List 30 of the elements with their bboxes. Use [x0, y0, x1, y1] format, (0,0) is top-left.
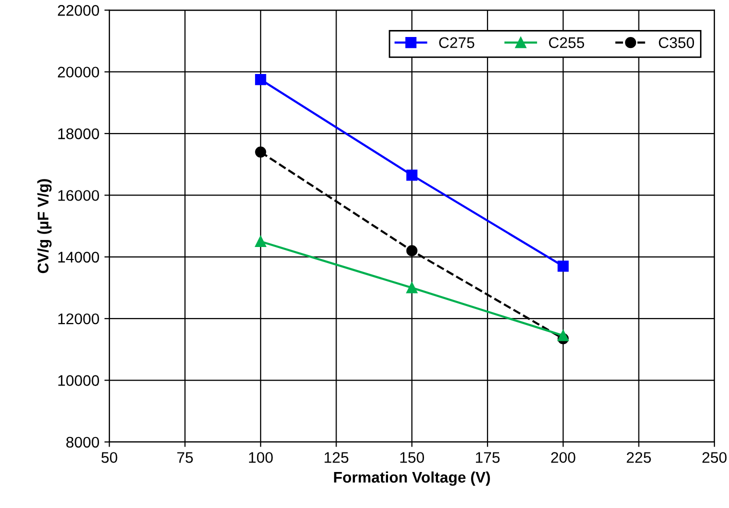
x-tick-label: 125 [324, 452, 348, 463]
x-tick-label: 150 [400, 452, 424, 463]
point [255, 74, 266, 86]
legend-label: C255 [549, 37, 584, 48]
point [558, 260, 569, 272]
x-tick-label: 50 [101, 452, 118, 463]
y-tick-label: 20000 [58, 66, 100, 78]
x-tick-label: 75 [177, 452, 193, 463]
point [406, 245, 418, 256]
point [558, 330, 569, 342]
point [406, 170, 418, 181]
x-tick-label: 200 [551, 452, 576, 463]
point [406, 282, 418, 294]
x-tick-label: 225 [626, 452, 651, 463]
y-tick-label: 14000 [58, 252, 100, 263]
y-tick-label: 16000 [58, 190, 100, 201]
legend-label: C275 [439, 37, 474, 48]
y-tick-label: 10000 [58, 375, 100, 386]
point [255, 236, 266, 248]
x-tick-label: 175 [476, 452, 500, 463]
legend-label: C350 [658, 37, 694, 48]
x-tick-label: 250 [702, 452, 727, 463]
y-tick-label: 22000 [58, 5, 100, 16]
x-tick-label: 100 [249, 452, 273, 463]
point [255, 146, 266, 158]
y-axis-title: CV/g (µF V/g) [37, 179, 52, 274]
x-axis-title: Formation Voltage (V) [334, 471, 490, 486]
y-tick-label: 8000 [66, 436, 100, 448]
y-tick-label: 18000 [58, 128, 100, 140]
y-tick-label: 12000 [58, 313, 100, 324]
